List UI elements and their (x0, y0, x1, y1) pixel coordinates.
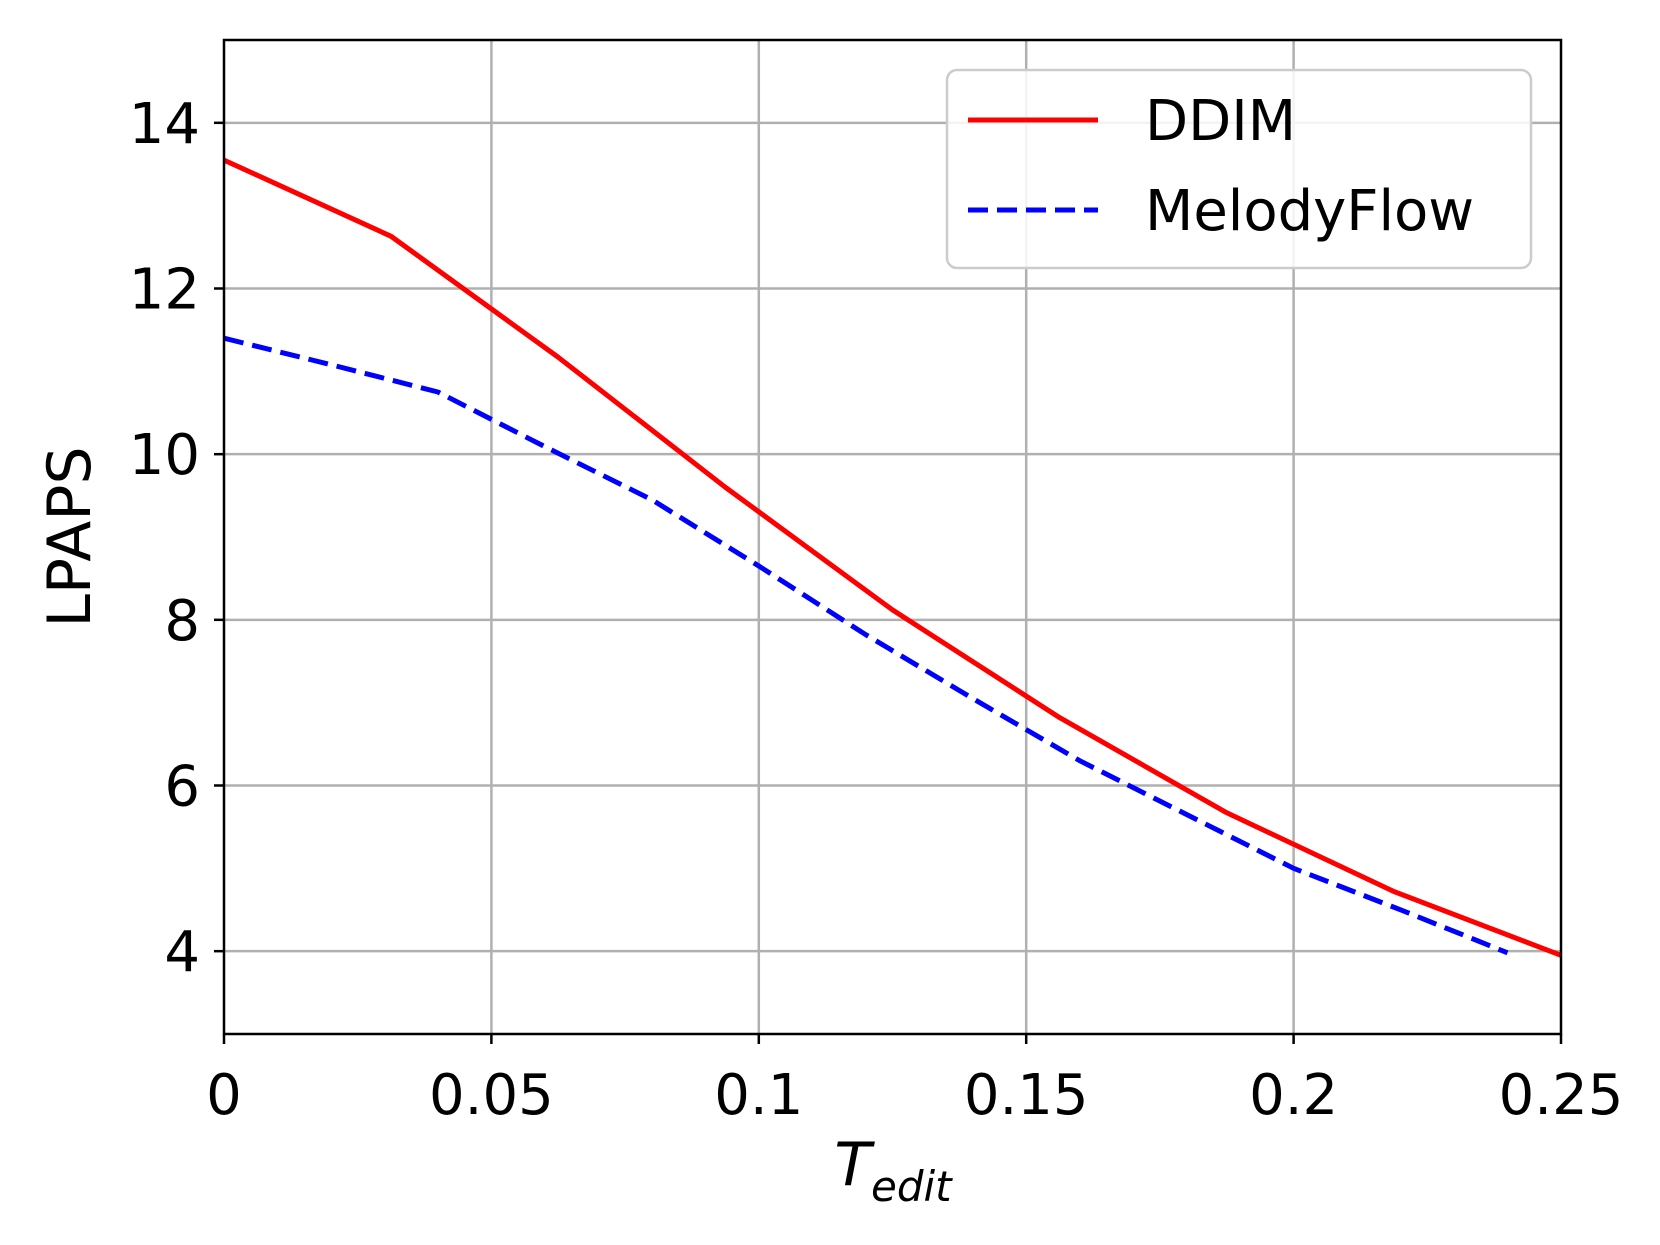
x-tick-label-0: 0 (206, 1063, 242, 1128)
axis-ticks: 0 0.05 0.1 0.15 0.2 0.25 4 6 8 10 12 14 (129, 92, 1624, 1128)
series-line-ddim (222, 157, 1562, 958)
y-tick-label-4: 4 (164, 920, 200, 985)
x-axis-label-subscript: edit (871, 1162, 953, 1211)
y-tick-label-14: 14 (129, 92, 200, 157)
y-tick-label-6: 6 (164, 755, 200, 820)
y-tick-label-10: 10 (129, 423, 200, 488)
x-axis-label: Tedit (834, 1130, 953, 1211)
legend-label-ddim: DDIM (1145, 89, 1296, 154)
x-tick-label-0p2: 0.2 (1249, 1063, 1338, 1128)
x-tick-label-0p1: 0.1 (714, 1063, 803, 1128)
legend: DDIM MelodyFlow (945, 68, 1533, 270)
series-line-melodyflow (223, 335, 1509, 956)
x-tick-label-0p05: 0.05 (429, 1063, 554, 1128)
y-axis-label: LPAPS (35, 446, 105, 627)
x-tick-label-0p25: 0.25 (1499, 1063, 1624, 1128)
y-tick-label-8: 8 (164, 589, 200, 654)
y-tick-label-12: 12 (129, 258, 200, 323)
x-axis-label-main: T (834, 1130, 875, 1200)
legend-label-melodyflow: MelodyFlow (1145, 179, 1474, 244)
plot-frame (222, 38, 1563, 1036)
series-lines (222, 157, 1562, 958)
x-tick-label-0p15: 0.15 (964, 1063, 1089, 1128)
